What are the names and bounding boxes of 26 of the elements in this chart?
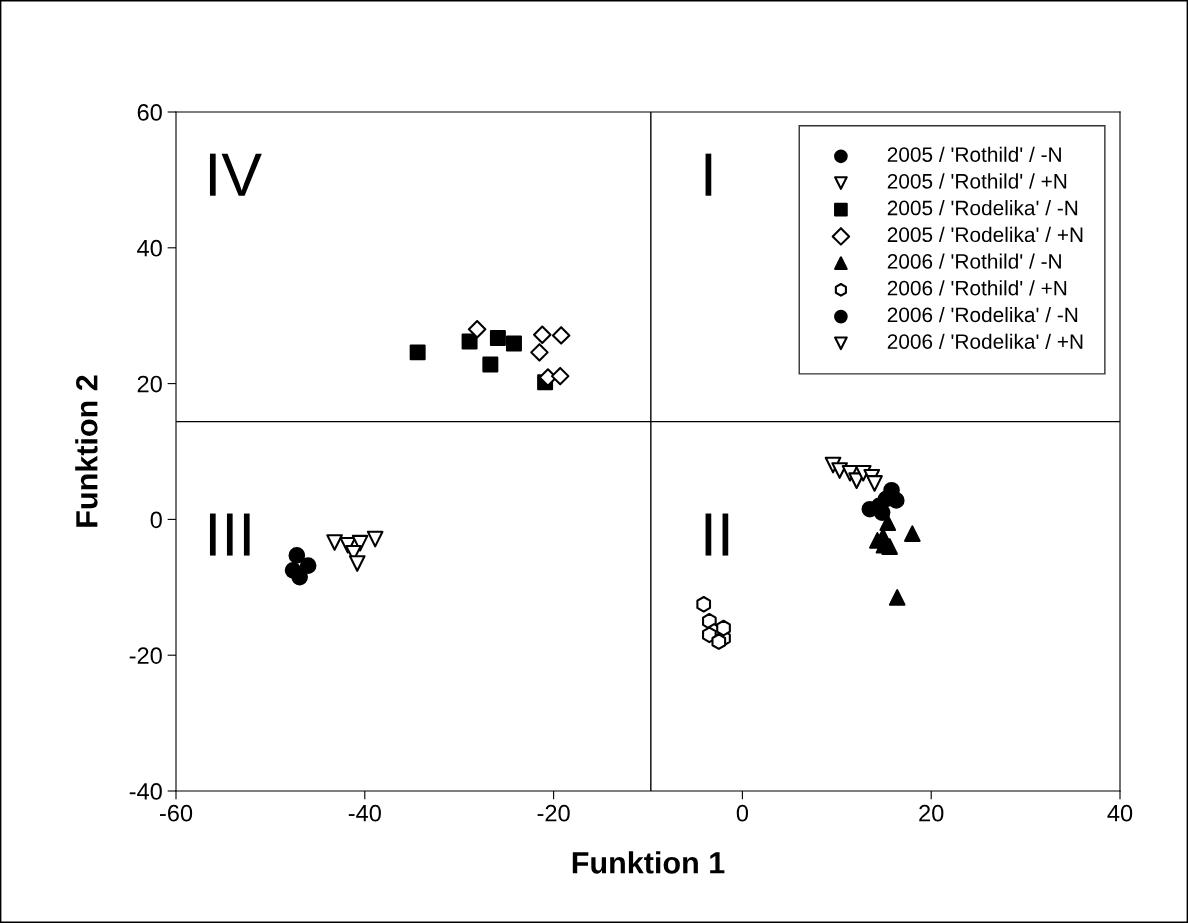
y-tick-label: -20 [129,647,162,664]
annotation: II [705,513,729,556]
legend-label: 2006 / 'Rodelika' / -N [887,306,1078,323]
x-tick-label: 0 [736,804,749,822]
annotation: IV [209,153,262,196]
x-tick-label: -60 [159,804,193,822]
annotation: I [705,153,712,196]
x-axis-title: Funktion 1 [572,851,725,874]
legend-label: 2005 / 'Rodelika' / -N [887,200,1078,216]
y-tick-label: 60 [137,104,162,121]
y-tick-label: -40 [129,783,162,800]
legend-label: 2005 / 'Rothild' / +N [887,173,1067,189]
y-tick-label: 20 [137,375,162,393]
y-tick-label: 0 [150,511,162,529]
annotation: III [209,513,250,556]
legend-label: 2005 / 'Rothild' / -N [887,146,1061,162]
legend-label: 2006 / 'Rothild' / -N [887,253,1061,269]
x-tick-label: 40 [1107,804,1133,822]
y-tick-label: 40 [137,239,162,257]
legend-label: 2006 / 'Rodelika' / +N [887,333,1083,349]
x-tick-label: -20 [537,804,570,822]
legend-label: 2006 / 'Rothild' / +N [887,280,1067,296]
x-tick-label: 20 [919,804,944,822]
y-axis-title: Funktion 2 [75,375,98,527]
legend-label: 2005 / 'Rodelika' / +N [887,226,1083,243]
x-tick-label: -40 [348,804,381,822]
